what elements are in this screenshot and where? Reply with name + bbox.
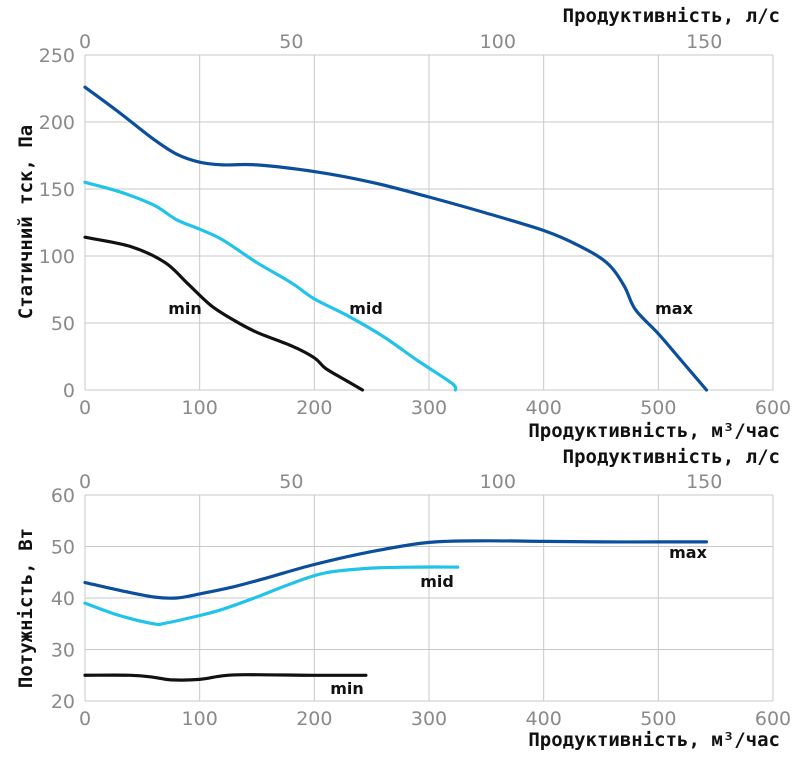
y-tick-label: 50: [51, 537, 75, 559]
y-axis-title: Потужність, Вт: [15, 528, 37, 688]
top-tick-label: 0: [79, 31, 91, 53]
y-tick-label: 40: [51, 588, 75, 610]
series-label-min: min: [168, 299, 202, 318]
x-tick-label: 500: [640, 708, 676, 730]
bottom-axis-title: Продуктивність, м³/час: [528, 729, 780, 751]
series-line-min: [83, 235, 365, 392]
y-tick-label: 250: [39, 45, 75, 67]
x-tick-label: 300: [411, 708, 447, 730]
y-tick-label: 0: [63, 380, 75, 402]
y-axis-title: Статичний тск, Па: [15, 125, 37, 319]
top-tick-label: 150: [686, 31, 722, 53]
series-line-min: [83, 673, 368, 682]
x-tick-label: 100: [182, 397, 218, 419]
series-label-min: min: [330, 679, 364, 698]
top-tick-label: 100: [480, 471, 516, 493]
series-line-max: [83, 85, 709, 392]
x-tick-label: 400: [526, 397, 562, 419]
top-tick-label: 0: [79, 471, 91, 493]
series-label-mid: mid: [420, 572, 454, 591]
x-tick-label: 600: [755, 708, 791, 730]
series-label-mid: mid: [349, 299, 383, 318]
top-tick-label: 100: [480, 31, 516, 53]
x-tick-label: 600: [755, 397, 791, 419]
series-line-max: [83, 539, 709, 600]
chart-1: 0100200300400500600050100150200250300050…: [15, 5, 791, 442]
y-tick-label: 150: [39, 179, 75, 201]
x-tick-label: 300: [411, 397, 447, 419]
top-axis-title: Продуктивність, л/с: [563, 446, 780, 468]
series-label-max: max: [669, 543, 707, 562]
x-tick-label: 0: [79, 397, 91, 419]
bottom-axis-title: Продуктивність, м³/час: [528, 420, 780, 442]
series-line-mid: [83, 565, 460, 627]
series-label-max: max: [655, 299, 693, 318]
top-tick-label: 150: [686, 471, 722, 493]
y-tick-label: 30: [51, 640, 75, 662]
grid: [84, 54, 774, 391]
y-tick-label: 60: [51, 485, 75, 507]
x-tick-label: 200: [296, 397, 332, 419]
series-line-mid: [83, 180, 458, 392]
chart-2: 0100200300400500600050100150200250300203…: [15, 446, 791, 751]
x-tick-label: 0: [79, 708, 91, 730]
x-tick-label: 400: [526, 708, 562, 730]
x-tick-label: 500: [640, 397, 676, 419]
grid: [84, 494, 774, 702]
y-tick-label: 20: [51, 691, 75, 713]
top-axis-title: Продуктивність, л/с: [563, 5, 780, 27]
y-tick-label: 100: [39, 246, 75, 268]
x-tick-label: 100: [182, 708, 218, 730]
x-tick-label: 200: [296, 708, 332, 730]
y-tick-label: 50: [51, 313, 75, 335]
top-tick-label: 50: [279, 471, 303, 493]
top-tick-label: 50: [279, 31, 303, 53]
y-tick-label: 200: [39, 112, 75, 134]
